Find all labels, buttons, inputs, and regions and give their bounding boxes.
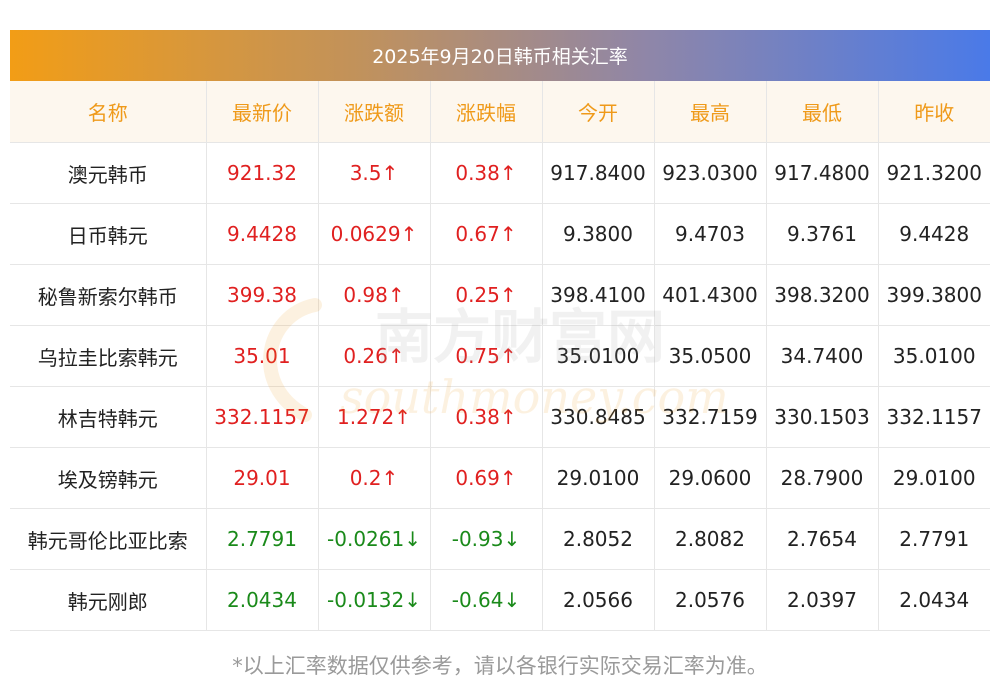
latest-price-cell: 29.01 [205,447,318,509]
change-percent-cell: 0.25↑ [429,264,542,326]
low-price-cell: 2.7654 [765,508,878,570]
column-header-open: 今开 [541,81,654,143]
prev-close-price-cell: 2.0434 [877,569,990,631]
change-amount-cell: -0.0132↓ [317,569,430,631]
prev-close-price-cell: 921.3200 [877,142,990,204]
currency-pair-name-cell: 日币韩元 [10,203,206,265]
table-row: 澳元韩币 921.32 3.5↑ 0.38↑ 917.8400 923.0300 917.4… [10,142,990,204]
currency-pair-name-cell: 秘鲁新索尔韩币 [10,264,206,326]
open-price-cell: 330.8485 [541,386,654,448]
currency-pair-name-cell: 澳元韩币 [10,142,206,204]
column-header-prev-close: 昨收 [877,81,990,143]
prev-close-price-cell: 2.7791 [877,508,990,570]
change-amount-cell: 1.272↑ [317,386,430,448]
change-percent-cell: 0.38↑ [429,386,542,448]
change-percent-cell: 0.75↑ [429,325,542,387]
latest-price-cell: 332.1157 [205,386,318,448]
currency-pair-name-cell: 韩元刚郎 [10,569,206,631]
open-price-cell: 917.8400 [541,142,654,204]
column-header-high: 最高 [653,81,766,143]
table-row: 秘鲁新索尔韩币 399.38 0.98↑ 0.25↑ 398.4100 401.4300 3… [10,264,990,326]
latest-price-cell: 35.01 [205,325,318,387]
column-header-name: 名称 [10,81,206,143]
latest-price-cell: 921.32 [205,142,318,204]
low-price-cell: 2.0397 [765,569,878,631]
change-percent-cell: 0.38↑ [429,142,542,204]
low-price-cell: 330.1503 [765,386,878,448]
change-percent-cell: -0.64↓ [429,569,542,631]
table-row: 埃及镑韩元 29.01 0.2↑ 0.69↑ 29.0100 29.0600 28.7900… [10,447,990,509]
currency-pair-name-cell: 林吉特韩元 [10,386,206,448]
exchange-rate-table: 名称 最新价 涨跌额 涨跌幅 今开 最高 最低 昨收 澳元韩币 921.32 3.5… [10,81,990,631]
open-price-cell: 2.8052 [541,508,654,570]
latest-price-cell: 399.38 [205,264,318,326]
change-amount-cell: -0.0261↓ [317,508,430,570]
latest-price-cell: 2.0434 [205,569,318,631]
table-header-row: 名称 最新价 涨跌额 涨跌幅 今开 最高 最低 昨收 [10,81,990,143]
prev-close-price-cell: 35.0100 [877,325,990,387]
prev-close-price-cell: 399.3800 [877,264,990,326]
table-row: 林吉特韩元 332.1157 1.272↑ 0.38↑ 330.8485 332.7159… [10,386,990,448]
column-header-latest: 最新价 [205,81,318,143]
prev-close-price-cell: 29.0100 [877,447,990,509]
table-row: 韩元哥伦比亚比索 2.7791 -0.0261↓ -0.93↓ 2.8052 2.8082… [10,508,990,570]
high-price-cell: 9.4703 [653,203,766,265]
prev-close-price-cell: 9.4428 [877,203,990,265]
high-price-cell: 35.0500 [653,325,766,387]
open-price-cell: 35.0100 [541,325,654,387]
high-price-cell: 401.4300 [653,264,766,326]
currency-pair-name-cell: 乌拉圭比索韩元 [10,325,206,387]
table-row: 日币韩元 9.4428 0.0629↑ 0.67↑ 9.3800 9.4703 9.3761… [10,203,990,265]
high-price-cell: 332.7159 [653,386,766,448]
low-price-cell: 9.3761 [765,203,878,265]
column-header-change: 涨跌额 [317,81,430,143]
disclaimer-footnote: *以上汇率数据仅供参考，请以各银行实际交易汇率为准。 [232,654,768,678]
low-price-cell: 398.3200 [765,264,878,326]
latest-price-cell: 2.7791 [205,508,318,570]
change-percent-cell: 0.69↑ [429,447,542,509]
open-price-cell: 398.4100 [541,264,654,326]
change-amount-cell: 0.98↑ [317,264,430,326]
change-amount-cell: 0.26↑ [317,325,430,387]
open-price-cell: 29.0100 [541,447,654,509]
high-price-cell: 29.0600 [653,447,766,509]
change-percent-cell: 0.67↑ [429,203,542,265]
low-price-cell: 34.7400 [765,325,878,387]
change-percent-cell: -0.93↓ [429,508,542,570]
latest-price-cell: 9.4428 [205,203,318,265]
change-amount-cell: 0.0629↑ [317,203,430,265]
low-price-cell: 28.7900 [765,447,878,509]
open-price-cell: 2.0566 [541,569,654,631]
high-price-cell: 2.0576 [653,569,766,631]
currency-pair-name-cell: 韩元哥伦比亚比索 [10,508,206,570]
high-price-cell: 923.0300 [653,142,766,204]
currency-pair-name-cell: 埃及镑韩元 [10,447,206,509]
prev-close-price-cell: 332.1157 [877,386,990,448]
column-header-change-pct: 涨跌幅 [429,81,542,143]
title-banner: 2025年9月20日韩币相关汇率 [10,30,990,81]
change-amount-cell: 0.2↑ [317,447,430,509]
column-header-low: 最低 [765,81,878,143]
page-title: 2025年9月20日韩币相关汇率 [372,46,628,68]
low-price-cell: 917.4800 [765,142,878,204]
table-row: 韩元刚郎 2.0434 -0.0132↓ -0.64↓ 2.0566 2.0576 2.03… [10,569,990,631]
change-amount-cell: 3.5↑ [317,142,430,204]
open-price-cell: 9.3800 [541,203,654,265]
high-price-cell: 2.8082 [653,508,766,570]
table-row: 乌拉圭比索韩元 35.01 0.26↑ 0.75↑ 35.0100 35.0500 34.7… [10,325,990,387]
